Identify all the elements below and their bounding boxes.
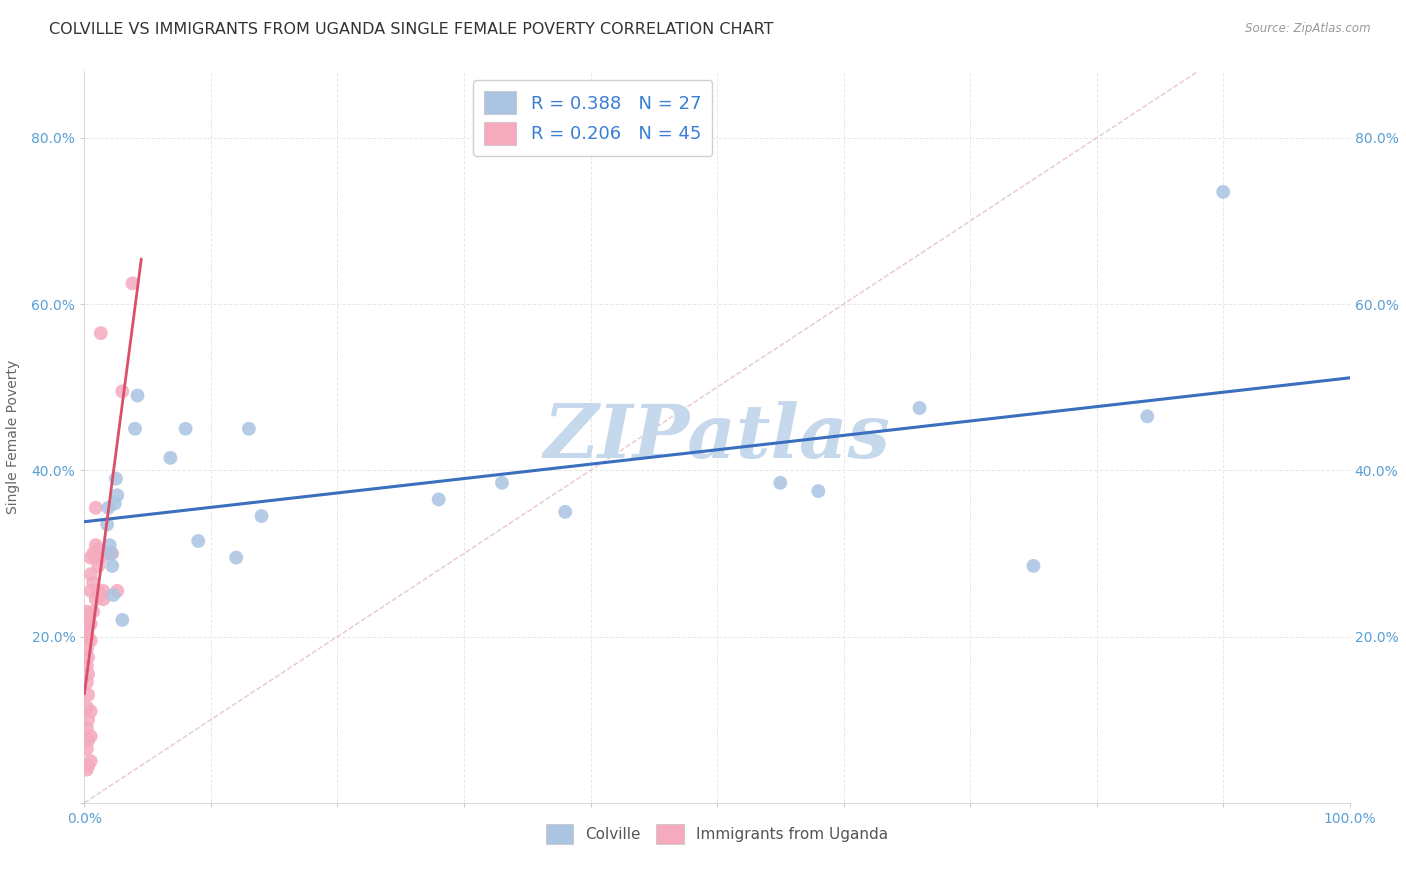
Point [77,688,100,702]
Point [90,588,112,602]
Point [769,475,792,490]
Point [82,546,104,560]
Point [105,583,128,598]
Point [427,492,450,507]
Point [76,642,98,657]
Point [111,384,134,399]
Point [491,475,513,490]
Point [96,546,118,560]
Point [159,450,181,465]
Point [124,422,146,436]
Point [79,729,103,743]
Point [187,533,209,548]
Point [82,575,104,590]
Point [77,733,100,747]
Point [84,538,107,552]
Point [84,500,107,515]
Point [93,583,115,598]
Point [250,509,273,524]
Point [90,326,112,341]
Point [76,741,98,756]
Point [101,546,124,560]
Point [79,617,103,632]
Point [174,422,197,436]
Point [76,700,98,714]
Point [76,675,98,690]
Point [101,558,124,573]
Point [1022,558,1045,573]
Point [1136,409,1159,424]
Point [908,401,931,415]
Point [79,633,103,648]
Point [111,613,134,627]
Point [76,658,98,673]
Point [97,500,120,515]
Point [79,567,103,582]
Point [76,721,98,735]
Point [90,550,112,565]
Point [105,472,127,486]
Point [76,763,98,777]
Point [87,542,110,557]
Point [225,550,247,565]
Point [1212,185,1234,199]
Point [100,546,122,560]
Point [77,758,100,772]
Legend: Colville, Immigrants from Uganda: Colville, Immigrants from Uganda [540,818,894,850]
Point [77,630,100,644]
Point [82,605,104,619]
Point [79,583,103,598]
Point [98,538,121,552]
Point [87,558,110,573]
Y-axis label: Single Female Poverty: Single Female Poverty [7,360,20,514]
Point [96,517,118,532]
Point [77,667,100,681]
Text: Source: ZipAtlas.com: Source: ZipAtlas.com [1246,22,1371,36]
Point [76,621,98,635]
Point [84,550,107,565]
Point [103,588,125,602]
Point [104,497,127,511]
Point [121,277,143,291]
Point [77,608,100,623]
Point [79,705,103,719]
Text: COLVILLE VS IMMIGRANTS FROM UGANDA SINGLE FEMALE POVERTY CORRELATION CHART: COLVILLE VS IMMIGRANTS FROM UGANDA SINGL… [49,22,773,37]
Point [79,550,103,565]
Point [84,592,107,607]
Point [87,583,110,598]
Point [79,754,103,768]
Point [105,488,128,502]
Point [77,713,100,727]
Point [127,388,149,402]
Point [93,592,115,607]
Text: ZIPatlas: ZIPatlas [544,401,890,474]
Point [76,605,98,619]
Point [554,505,576,519]
Point [77,650,100,665]
Point [238,422,260,436]
Point [807,484,830,499]
